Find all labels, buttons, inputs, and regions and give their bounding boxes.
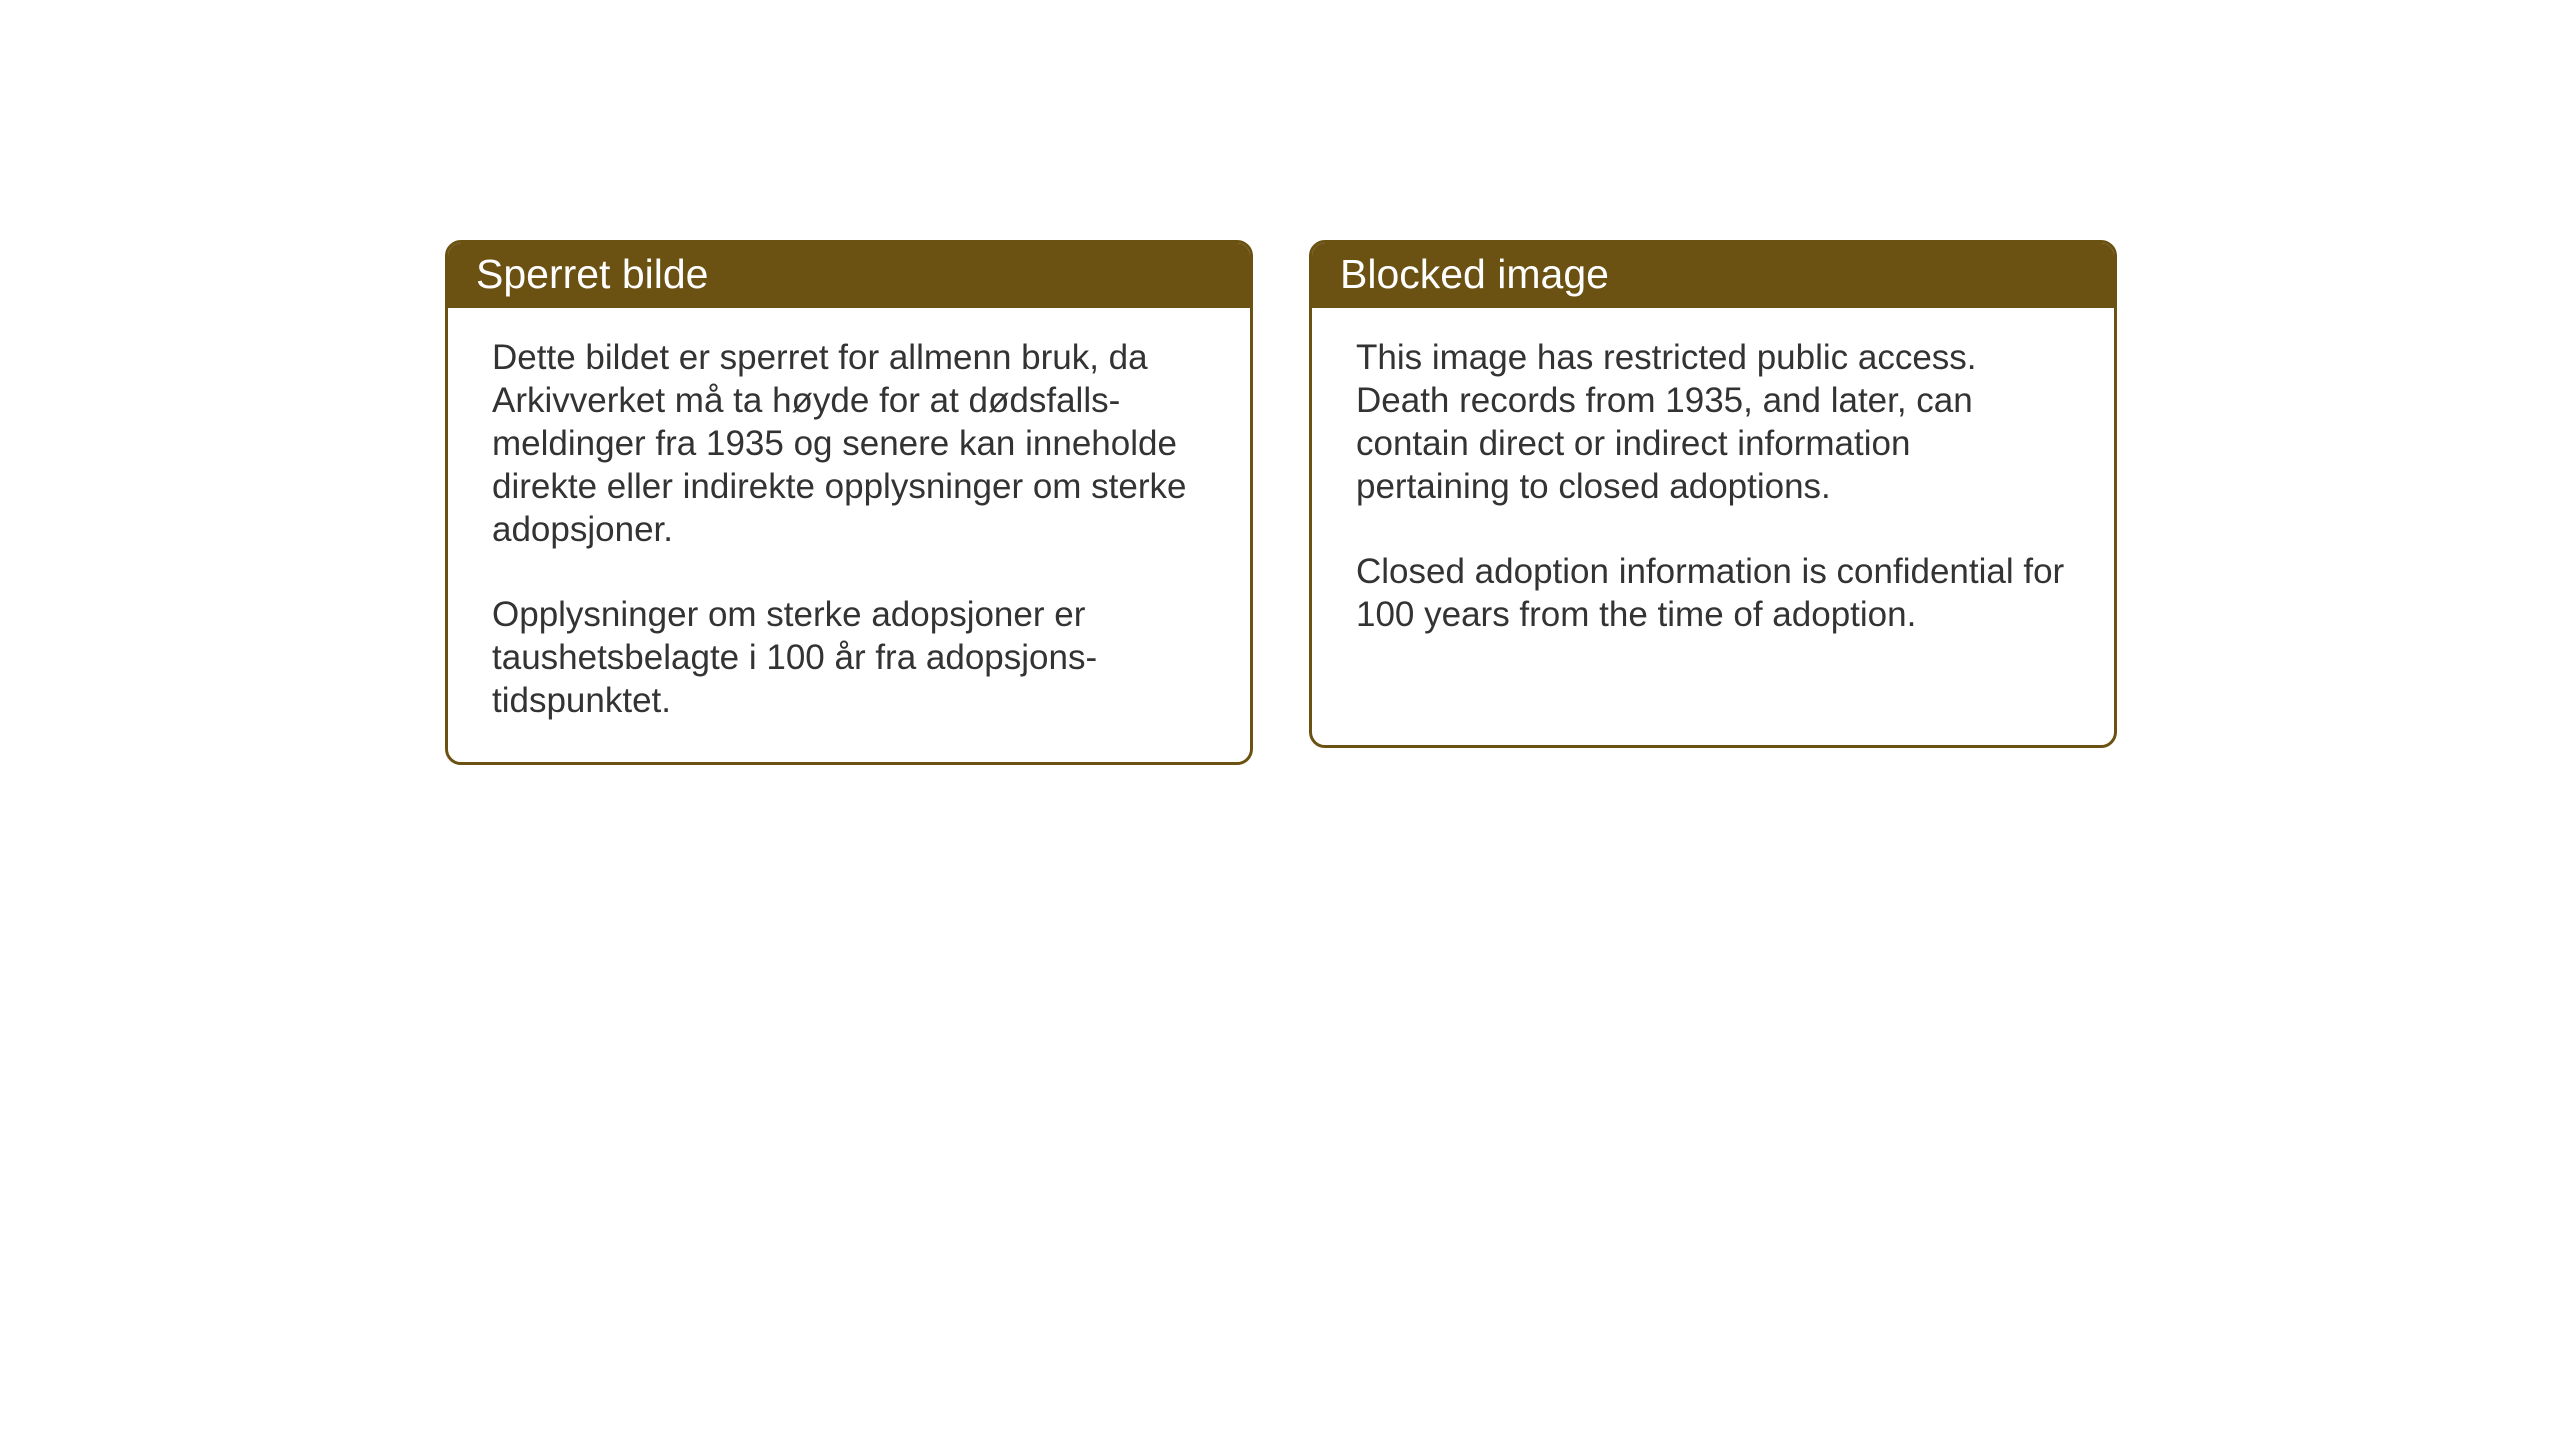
card-body-norwegian: Dette bildet er sperret for allmenn bruk… [448,308,1250,762]
card-header-english: Blocked image [1312,243,2114,308]
card-paragraph-1: Dette bildet er sperret for allmenn bruk… [492,336,1206,551]
card-paragraph-1: This image has restricted public access.… [1356,336,2070,508]
card-header-norwegian: Sperret bilde [448,243,1250,308]
notice-container: Sperret bilde Dette bildet er sperret fo… [445,240,2117,765]
card-title: Blocked image [1340,251,1609,297]
notice-card-norwegian: Sperret bilde Dette bildet er sperret fo… [445,240,1253,765]
card-paragraph-2: Closed adoption information is confident… [1356,550,2070,636]
card-paragraph-2: Opplysninger om sterke adopsjoner er tau… [492,593,1206,722]
notice-card-english: Blocked image This image has restricted … [1309,240,2117,748]
card-body-english: This image has restricted public access.… [1312,308,2114,676]
card-title: Sperret bilde [476,251,708,297]
